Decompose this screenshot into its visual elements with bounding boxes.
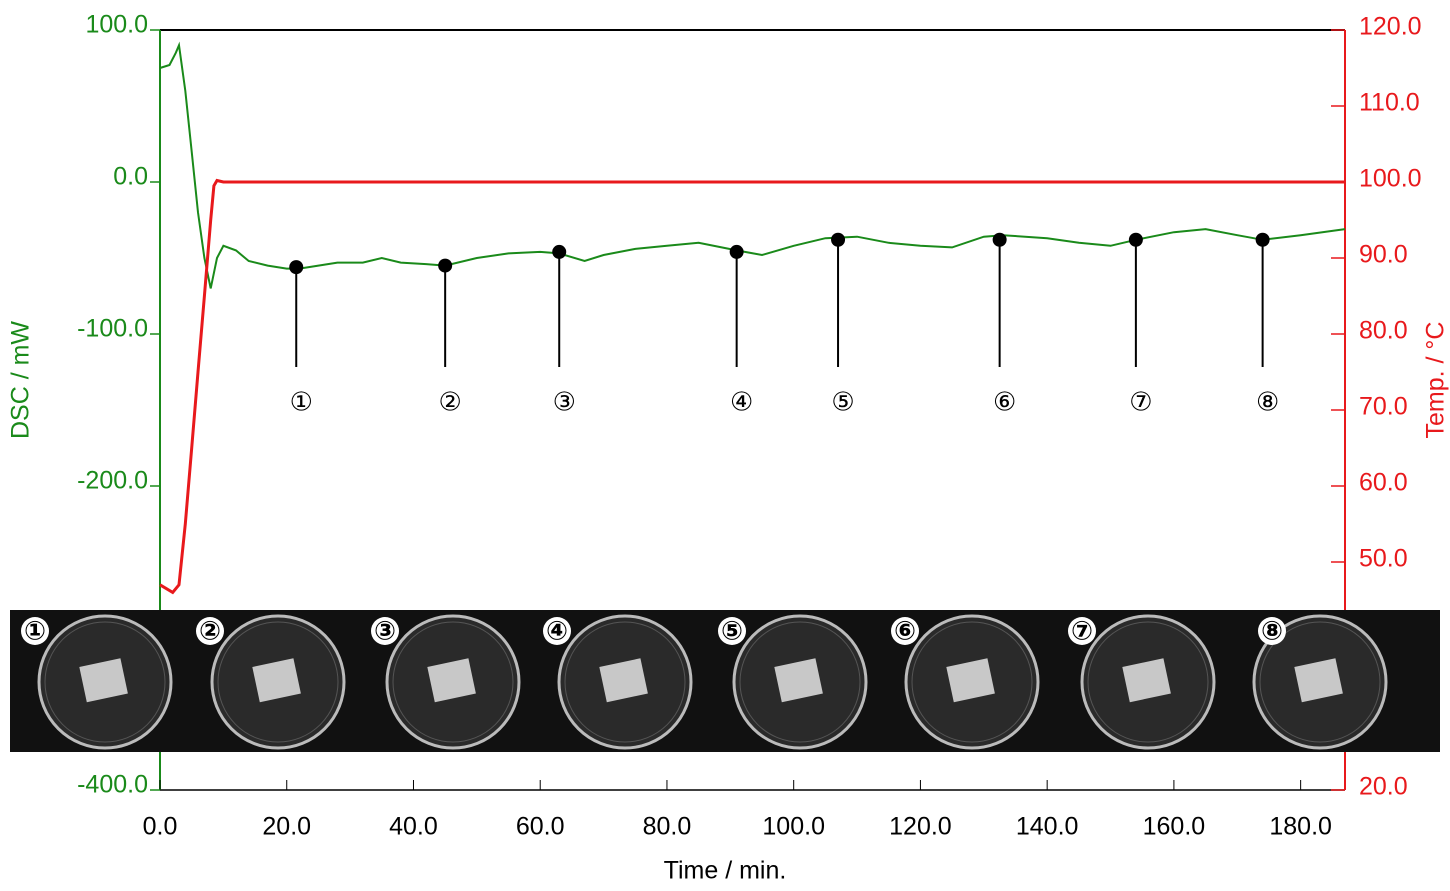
x-tick-label: 80.0: [643, 813, 692, 841]
marker-label: ⑤: [831, 388, 854, 418]
y-tick-label: 0.0: [113, 163, 148, 191]
photo-label: ⑧: [1261, 617, 1283, 647]
photo-label-bg: [371, 617, 399, 645]
marker-label: ⑥: [993, 388, 1016, 418]
marker-point: [992, 232, 1007, 247]
marker-label: ③: [553, 388, 576, 418]
sample-pan-inner: [1087, 621, 1209, 743]
y-tick-label: -100.0: [77, 315, 148, 343]
sample: [599, 658, 648, 703]
sample-pan-inner: [911, 621, 1033, 743]
marker-label: ⑦: [1129, 388, 1152, 418]
photo-strip: ① ② ③ ④ ⑤ ⑥ ⑦ ⑧: [10, 610, 1440, 752]
sample-pan-inner: [44, 621, 166, 743]
marker-point: [552, 244, 567, 259]
sample-pan-inner: [564, 621, 686, 743]
sample: [1294, 658, 1343, 703]
photo-label-bg: [21, 617, 49, 645]
photo-label-bg: [1258, 617, 1286, 645]
x-tick-label: 0.0: [143, 813, 178, 841]
photo-label: ③: [374, 617, 396, 647]
y2-tick-label: 90.0: [1359, 241, 1408, 269]
marker-point: [729, 244, 744, 259]
y2-tick-label: 120.0: [1359, 13, 1422, 41]
x-tick-label: 160.0: [1143, 813, 1206, 841]
marker-point: [289, 260, 304, 275]
photo-label: ②: [199, 617, 221, 647]
sample: [252, 658, 301, 703]
y2-tick-label: 110.0: [1359, 89, 1420, 117]
photo-label-bg: [891, 617, 919, 645]
photo-label: ⑦: [1071, 617, 1093, 647]
photo-label: ⑥: [894, 617, 916, 647]
marker-label: ④: [730, 388, 753, 418]
x-tick-label: 120.0: [889, 813, 952, 841]
sample: [946, 658, 995, 703]
photo-label-bg: [718, 617, 746, 645]
data-line: [159, 178, 1345, 595]
data-line: [159, 41, 1346, 289]
sample-pan-inner: [217, 621, 339, 743]
y-tick-label: -200.0: [77, 467, 148, 495]
marker-point: [438, 258, 453, 273]
sample: [774, 658, 823, 703]
photo-label-bg: [1068, 617, 1096, 645]
y-tick-label: 100.0: [85, 11, 148, 39]
marker-label: ②: [439, 388, 462, 418]
marker-label: ①: [290, 388, 313, 418]
sample-pan-inner: [392, 621, 514, 743]
x-tick-label: 20.0: [262, 813, 311, 841]
marker-point: [831, 232, 846, 247]
marker-point: [1128, 232, 1143, 247]
photo-label: ⑤: [721, 617, 743, 647]
y2-tick-label: 100.0: [1359, 165, 1422, 193]
sample: [79, 658, 128, 703]
y2-axis-title: Temp. / °C: [1422, 322, 1450, 439]
marker-label: ⑧: [1256, 388, 1279, 418]
y2-tick-label: 50.0: [1359, 545, 1408, 573]
sample-pan-inner: [739, 621, 861, 743]
x-tick-label: 60.0: [516, 813, 565, 841]
x-tick-label: 40.0: [389, 813, 438, 841]
y2-tick-label: 60.0: [1359, 469, 1408, 497]
x-tick-label: 100.0: [762, 813, 825, 841]
sample: [427, 658, 476, 703]
sample-pan-inner: [1259, 621, 1381, 743]
photo-label-bg: [543, 617, 571, 645]
photo-label: ①: [24, 617, 46, 647]
marker-point: [1255, 232, 1270, 247]
x-tick-label: 180.0: [1269, 813, 1332, 841]
y2-tick-label: 20.0: [1359, 773, 1408, 801]
photo-label-bg: [196, 617, 224, 645]
x-axis-title: Time / min.: [664, 857, 787, 885]
y2-tick-label: 70.0: [1359, 393, 1408, 421]
sample: [1122, 658, 1171, 703]
x-tick-label: 140.0: [1016, 813, 1079, 841]
y-tick-label: -400.0: [77, 771, 148, 799]
photo-label: ④: [546, 617, 568, 647]
y-axis-title: DSC / mW: [7, 321, 35, 439]
y2-tick-label: 80.0: [1359, 317, 1408, 345]
